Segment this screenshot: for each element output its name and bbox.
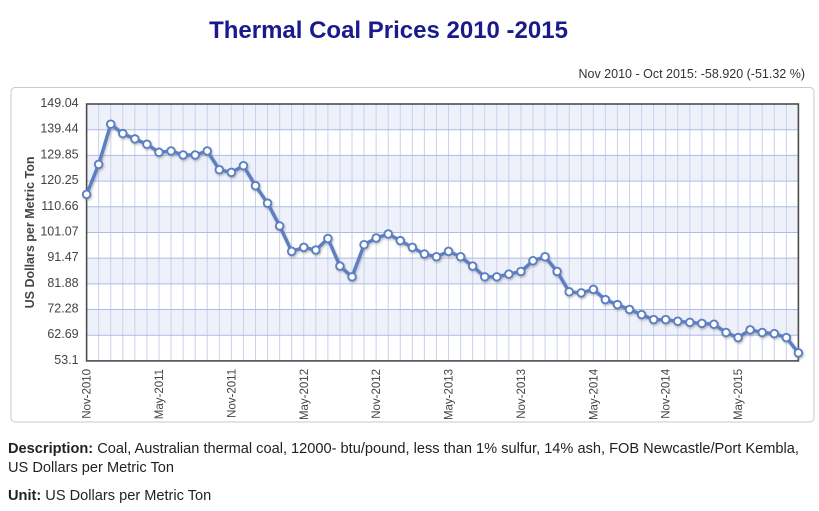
svg-text:Nov-2010: Nov-2010: [82, 369, 94, 419]
svg-text:149.04: 149.04: [40, 96, 78, 110]
svg-text:81.88: 81.88: [47, 276, 78, 290]
svg-text:Nov-2013: Nov-2013: [516, 369, 528, 419]
svg-text:May-2011: May-2011: [154, 369, 166, 419]
svg-text:101.07: 101.07: [40, 224, 78, 238]
svg-text:139.44: 139.44: [40, 122, 78, 136]
svg-text:72.28: 72.28: [47, 302, 78, 316]
svg-text:Nov-2014: Nov-2014: [661, 368, 673, 418]
svg-text:May-2013: May-2013: [444, 369, 456, 420]
svg-text:129.85: 129.85: [40, 147, 78, 161]
svg-text:91.47: 91.47: [47, 250, 78, 264]
svg-text:62.69: 62.69: [47, 327, 78, 341]
svg-text:Nov-2012: Nov-2012: [371, 369, 383, 419]
svg-text:110.66: 110.66: [41, 199, 78, 213]
svg-text:May-2015: May-2015: [733, 369, 745, 420]
svg-text:May-2014: May-2014: [588, 368, 600, 420]
svg-text:120.25: 120.25: [40, 173, 78, 187]
svg-text:Nov-2011: Nov-2011: [226, 369, 238, 418]
svg-text:May-2012: May-2012: [299, 369, 311, 420]
svg-text:53.1: 53.1: [54, 353, 78, 367]
svg-text:US Dollars per Metric Ton: US Dollars per Metric Ton: [23, 157, 37, 309]
